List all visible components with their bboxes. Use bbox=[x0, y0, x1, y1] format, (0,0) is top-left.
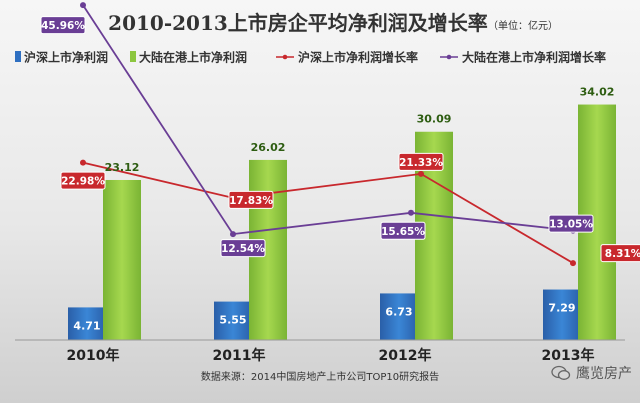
rate-label-box bbox=[380, 221, 426, 240]
rate-label: 22.98% bbox=[61, 176, 105, 188]
legend-label: 沪深上市净利润增长率 bbox=[298, 50, 418, 65]
legend-marker bbox=[282, 54, 288, 60]
rate-label: 8.31% bbox=[605, 248, 640, 260]
bar-value-label: 30.09 bbox=[417, 113, 452, 126]
rate-label: 21.33% bbox=[399, 157, 443, 169]
x-tick-label: 2013年 bbox=[542, 347, 595, 364]
line-point bbox=[80, 159, 86, 166]
x-tick-label: 2011年 bbox=[213, 347, 266, 364]
legend-swatch bbox=[130, 51, 136, 62]
rate-label-box bbox=[228, 190, 274, 209]
bar bbox=[103, 179, 141, 340]
rate-label: 17.83% bbox=[229, 195, 273, 207]
rate-label-box bbox=[600, 244, 640, 263]
line-series bbox=[82, 4, 574, 236]
bar-value-label: 5.55 bbox=[219, 314, 246, 327]
bar-value-label: 4.71 bbox=[73, 319, 100, 332]
legend-label: 沪深上市净利润 bbox=[24, 50, 108, 65]
line-point bbox=[230, 231, 236, 238]
watermark-text: 鹰览房产 bbox=[576, 366, 632, 382]
bar-value-label: 34.02 bbox=[580, 86, 615, 99]
x-tick-group: 2010年 2011年 2012年 2013年 bbox=[67, 347, 595, 364]
line-point bbox=[408, 209, 414, 216]
rate-label: 13.05% bbox=[549, 219, 593, 231]
chart-title: 2010-2013上市房企平均净利润及增长率 bbox=[108, 11, 488, 35]
legend-marker bbox=[446, 54, 452, 60]
rate-label-box bbox=[220, 239, 266, 258]
legend-swatch bbox=[15, 51, 21, 62]
x-tick-label: 2010年 bbox=[67, 347, 120, 364]
rate-label-box bbox=[40, 16, 86, 35]
legend-label: 大陆在港上市净利润 bbox=[139, 50, 247, 65]
line-point bbox=[570, 260, 576, 267]
data-label-group: 4.71 5.55 6.73 7.29 23.12 26.02 30.09 34.02 22.9… bbox=[40, 16, 640, 332]
bar-value-label: 23.12 bbox=[105, 161, 140, 174]
rate-label-box bbox=[60, 171, 106, 190]
line-series bbox=[82, 161, 574, 264]
wechat-icon bbox=[551, 365, 571, 380]
rate-label: 45.96% bbox=[41, 20, 85, 32]
watermark: 鹰览房产 bbox=[551, 363, 632, 383]
legend: 沪深上市净利润 大陆在港上市净利润 沪深上市净利润增长率 大陆在港上市净利润增长率 bbox=[15, 50, 606, 65]
rate-label-box bbox=[398, 152, 444, 171]
bar bbox=[380, 293, 418, 340]
line-point bbox=[80, 2, 86, 9]
source-note: 数据来源：2014中国房地产上市公司TOP10研究报告 bbox=[201, 370, 439, 383]
bar-group bbox=[68, 104, 616, 340]
rate-label: 15.65% bbox=[381, 226, 425, 238]
bar-value-label: 26.02 bbox=[251, 141, 286, 154]
x-tick-label: 2012年 bbox=[379, 347, 432, 364]
rate-label: 12.54% bbox=[221, 243, 265, 255]
rate-label-box bbox=[548, 214, 594, 233]
legend-label: 大陆在港上市净利润增长率 bbox=[462, 50, 606, 65]
bar bbox=[68, 307, 106, 340]
bar bbox=[214, 301, 252, 340]
bar bbox=[543, 289, 581, 340]
line-point bbox=[418, 170, 424, 177]
bar-value-label: 7.29 bbox=[548, 302, 575, 315]
chart-unit: （单位：亿元） bbox=[488, 19, 558, 32]
bar-value-label: 6.73 bbox=[385, 305, 412, 318]
